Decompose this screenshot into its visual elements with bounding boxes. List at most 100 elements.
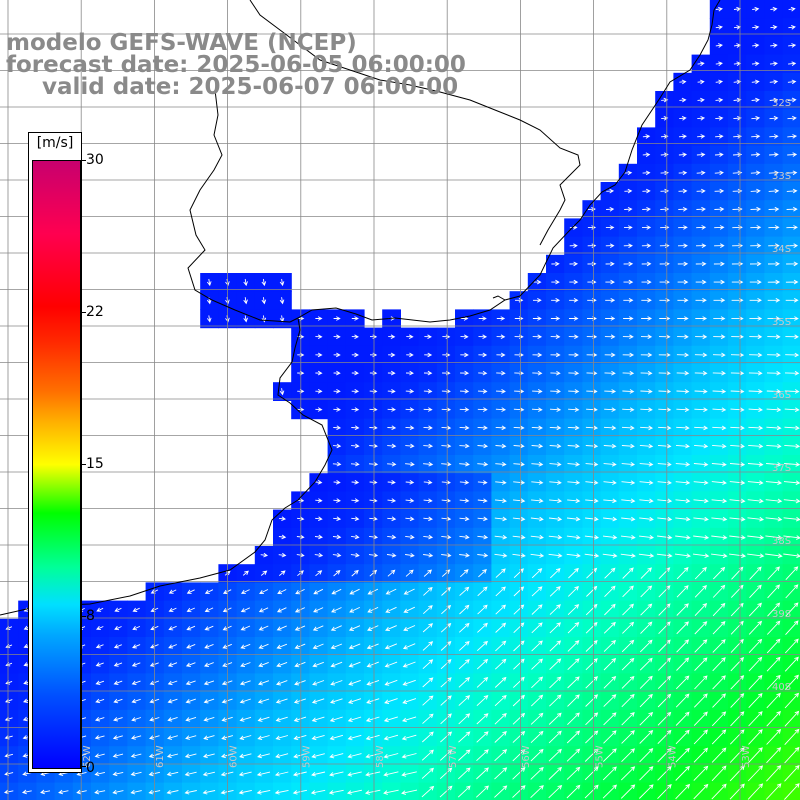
- wind-vector-arrow: [566, 748, 581, 762]
- wind-vector-arrow: [568, 334, 579, 340]
- wind-vector-arrow: [549, 480, 562, 485]
- wind-vector-arrow: [240, 662, 251, 668]
- wind-vector-arrow: [312, 643, 324, 650]
- wind-vector-arrow: [440, 731, 453, 743]
- wind-vector-arrow: [730, 602, 744, 617]
- wind-vector-arrow: [112, 753, 124, 758]
- wind-vector-arrow: [167, 680, 178, 686]
- wind-vector-arrow: [567, 712, 580, 726]
- wind-vector-arrow: [657, 516, 673, 522]
- wind-vector-arrow: [714, 243, 725, 248]
- wind-vector-arrow: [766, 443, 782, 449]
- wind-vector-arrow: [292, 771, 307, 777]
- wind-vector-arrow: [566, 784, 581, 799]
- wind-vector-arrow: [494, 553, 508, 558]
- wind-vector-arrow: [747, 462, 764, 467]
- wind-vector-arrow: [406, 352, 414, 358]
- wind-vector-arrow: [641, 316, 653, 321]
- wind-vector-arrow: [132, 625, 141, 631]
- wind-vector-arrow: [494, 767, 508, 780]
- wind-vector-arrow: [785, 316, 799, 321]
- wind-vector-arrow: [95, 644, 104, 649]
- wind-vector-arrow: [585, 712, 599, 726]
- wind-vector-arrow: [331, 607, 342, 613]
- wind-vector-arrow: [624, 188, 633, 194]
- wind-vector-arrow: [95, 716, 105, 722]
- wind-vector-arrow: [784, 674, 799, 691]
- wind-vector-arrow: [748, 443, 764, 449]
- wind-vector-arrow: [512, 553, 526, 558]
- wind-vector-arrow: [640, 585, 653, 598]
- wind-vector-arrow: [750, 170, 761, 176]
- wind-vector-arrow: [351, 569, 359, 577]
- longitude-label: 56W: [521, 745, 532, 768]
- wind-vector-arrow: [383, 753, 399, 759]
- wind-vector-arrow: [202, 771, 216, 777]
- wind-vector-arrow: [405, 480, 415, 485]
- wind-vector-arrow: [494, 694, 507, 707]
- wind-vector-arrow: [748, 711, 763, 727]
- wind-vector-arrow: [421, 785, 435, 798]
- forecast-date: forecast date: 2025-06-05 06:00:00: [6, 52, 466, 78]
- wind-vector-arrow: [423, 425, 433, 431]
- wind-vector-arrow: [765, 480, 783, 486]
- wind-vector-arrow: [276, 625, 287, 631]
- wind-vector-arrow: [351, 370, 359, 376]
- wind-vector-arrow: [240, 625, 251, 631]
- wind-vector-arrow: [788, 61, 797, 66]
- wind-vector-arrow: [185, 662, 196, 667]
- wind-vector-arrow: [333, 316, 341, 321]
- wind-vector-arrow: [621, 748, 635, 763]
- wind-vector-arrow: [276, 680, 288, 686]
- wind-vector-arrow: [477, 407, 488, 412]
- wind-vector-arrow: [678, 225, 688, 230]
- wind-vector-arrow: [530, 766, 544, 780]
- wind-vector-arrow: [238, 771, 252, 777]
- wind-vector-arrow: [658, 370, 671, 376]
- wind-vector-arrow: [405, 370, 414, 376]
- wind-vector-arrow: [494, 676, 507, 688]
- wind-vector-arrow: [185, 698, 196, 704]
- wind-vector-arrow: [585, 603, 598, 616]
- longitude-label: 59W: [302, 745, 313, 768]
- wind-vector-arrow: [585, 658, 598, 671]
- wind-vector-arrow: [693, 535, 710, 540]
- wind-vector-arrow: [715, 134, 724, 139]
- wind-vector-arrow: [640, 352, 653, 358]
- wind-vector-arrow: [364, 789, 381, 795]
- wind-vector-arrow: [639, 711, 654, 726]
- wind-vector-arrow: [730, 620, 744, 635]
- wind-vector-arrow: [693, 693, 708, 708]
- wind-vector-arrow: [383, 716, 398, 723]
- colorbar-tick-mark: [80, 160, 86, 161]
- wind-vector-arrow: [548, 784, 563, 799]
- wind-vector-arrow: [785, 584, 799, 599]
- wind-vector-arrow: [621, 516, 636, 522]
- wind-vector-arrow: [314, 552, 324, 558]
- wind-vector-arrow: [531, 498, 544, 504]
- wind-vector-arrow: [766, 389, 782, 394]
- wind-vector-arrow: [478, 316, 487, 321]
- wind-vector-arrow: [766, 370, 781, 376]
- wind-vector-arrow: [730, 425, 745, 431]
- wind-vector-arrow: [603, 676, 617, 689]
- wind-vector-arrow: [365, 734, 380, 741]
- wind-vector-arrow: [657, 711, 672, 726]
- wind-vector-arrow: [112, 789, 124, 795]
- wind-vector-arrow: [514, 389, 525, 394]
- wind-vector-arrow: [168, 607, 177, 613]
- wind-vector-arrow: [294, 625, 306, 631]
- wind-vector-arrow: [315, 479, 323, 485]
- wind-vector-arrow: [477, 622, 488, 633]
- colorbar-tick-mark: [80, 616, 86, 617]
- wind-vector-arrow: [333, 389, 341, 394]
- wind-vector-arrow: [365, 771, 381, 777]
- wind-vector-arrow: [658, 603, 671, 616]
- wind-vector-arrow: [441, 604, 452, 615]
- wind-vector-arrow: [786, 261, 799, 267]
- wind-vector-arrow: [586, 370, 598, 376]
- wind-vector-arrow: [733, 79, 742, 85]
- wind-vector-arrow: [440, 677, 452, 688]
- wind-vector-arrow: [496, 316, 506, 321]
- wind-vector-arrow: [606, 206, 615, 212]
